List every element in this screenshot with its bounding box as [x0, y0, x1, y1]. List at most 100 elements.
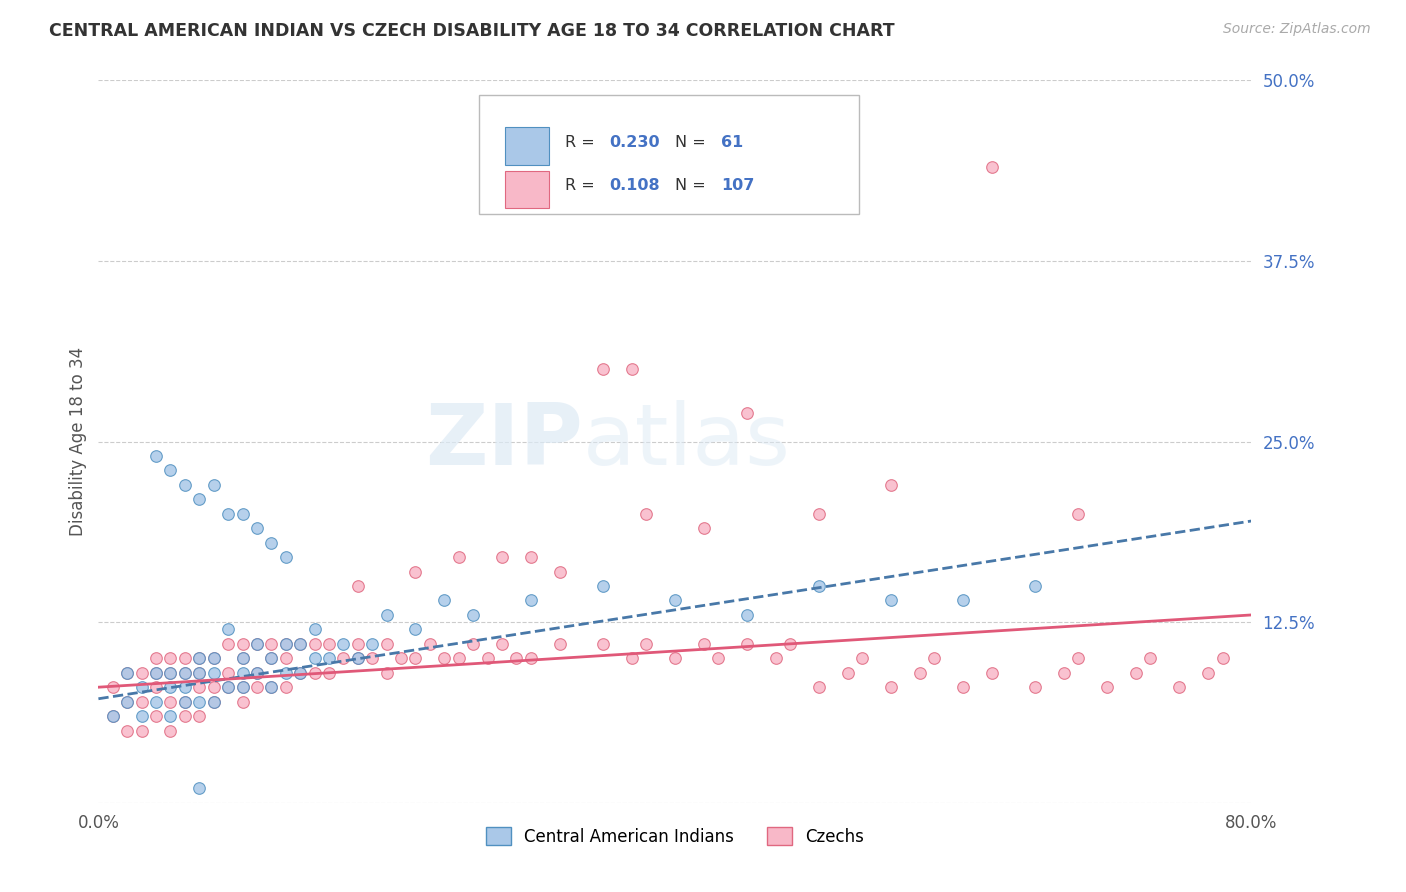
Point — [260, 637, 283, 651]
Point — [1139, 651, 1161, 665]
Point — [260, 680, 283, 694]
Point — [981, 160, 1004, 174]
Point — [290, 665, 312, 680]
Point — [174, 478, 197, 492]
Point — [217, 623, 239, 637]
Point — [145, 709, 167, 723]
Point — [548, 637, 571, 651]
Point — [952, 593, 974, 607]
Point — [174, 695, 197, 709]
Point — [260, 535, 283, 549]
Point — [735, 607, 758, 622]
Point — [1067, 651, 1090, 665]
Text: 0.108: 0.108 — [609, 178, 659, 194]
Point — [592, 579, 614, 593]
Point — [274, 651, 297, 665]
Point — [217, 680, 239, 694]
Point — [202, 680, 225, 694]
Point — [246, 680, 269, 694]
Point — [389, 651, 412, 665]
Point — [1053, 665, 1076, 680]
Point — [131, 695, 153, 709]
Point — [304, 637, 326, 651]
Point — [620, 362, 643, 376]
Point — [693, 521, 716, 535]
Point — [188, 492, 211, 507]
Point — [433, 651, 456, 665]
Point — [231, 651, 254, 665]
Point — [908, 665, 931, 680]
Point — [217, 680, 239, 694]
Legend: Central American Indians, Czechs: Central American Indians, Czechs — [479, 821, 870, 852]
Text: CENTRAL AMERICAN INDIAN VS CZECH DISABILITY AGE 18 TO 34 CORRELATION CHART: CENTRAL AMERICAN INDIAN VS CZECH DISABIL… — [49, 22, 894, 40]
Point — [375, 637, 398, 651]
Point — [246, 637, 269, 651]
Point — [620, 651, 643, 665]
Point — [159, 709, 181, 723]
Point — [636, 637, 658, 651]
Point — [520, 593, 543, 607]
Point — [246, 665, 269, 680]
Text: atlas: atlas — [582, 400, 790, 483]
Point — [260, 680, 283, 694]
Point — [592, 637, 614, 651]
Point — [405, 565, 427, 579]
Point — [664, 651, 686, 665]
Point — [202, 695, 225, 709]
Point — [202, 651, 225, 665]
Point — [290, 637, 312, 651]
Point — [1197, 665, 1219, 680]
Point — [202, 695, 225, 709]
Text: 107: 107 — [721, 178, 755, 194]
Point — [159, 651, 181, 665]
Point — [1024, 680, 1046, 694]
Point — [117, 665, 139, 680]
Point — [174, 680, 197, 694]
Point — [260, 651, 283, 665]
Point — [375, 665, 398, 680]
Point — [880, 680, 903, 694]
Point — [274, 550, 297, 565]
Point — [274, 637, 297, 651]
Point — [159, 463, 181, 477]
Point — [361, 651, 384, 665]
Point — [131, 709, 153, 723]
Point — [592, 362, 614, 376]
Point — [231, 637, 254, 651]
Point — [188, 680, 211, 694]
Point — [274, 665, 297, 680]
Point — [491, 637, 513, 651]
Point — [346, 651, 368, 665]
Point — [159, 695, 181, 709]
Point — [447, 651, 470, 665]
Point — [735, 406, 758, 420]
Point — [174, 709, 197, 723]
Point — [664, 593, 686, 607]
Point — [145, 680, 167, 694]
Point — [735, 637, 758, 651]
Point — [880, 593, 903, 607]
Point — [101, 709, 124, 723]
Point — [145, 665, 167, 680]
Point — [304, 665, 326, 680]
Point — [188, 665, 211, 680]
Point — [231, 680, 254, 694]
Point — [332, 637, 354, 651]
Point — [461, 607, 484, 622]
Point — [188, 709, 211, 723]
Point — [101, 709, 124, 723]
Point — [461, 637, 484, 651]
Point — [174, 665, 197, 680]
Text: ZIP: ZIP — [425, 400, 582, 483]
Point — [433, 593, 456, 607]
Point — [318, 637, 340, 651]
Text: 0.230: 0.230 — [609, 135, 659, 150]
Point — [405, 623, 427, 637]
Point — [505, 651, 527, 665]
Point — [765, 651, 787, 665]
Point — [246, 665, 269, 680]
Point — [117, 695, 139, 709]
Point — [375, 607, 398, 622]
Point — [202, 665, 225, 680]
Point — [808, 579, 831, 593]
